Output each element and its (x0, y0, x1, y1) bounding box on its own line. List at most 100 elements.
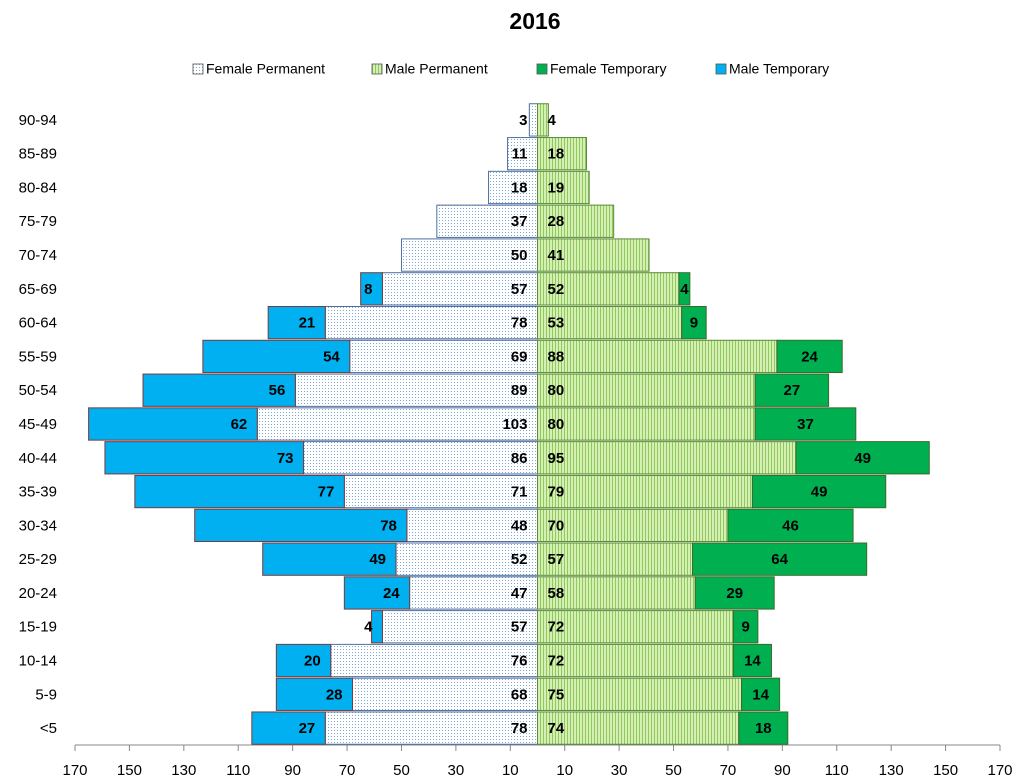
data-label: 28 (326, 686, 343, 703)
bar (537, 508, 729, 543)
data-label: 4 (364, 619, 373, 636)
y-tick-label: 20-24 (19, 585, 57, 602)
bar (732, 643, 772, 678)
data-label: 103 (502, 416, 527, 433)
x-tick-label: 50 (393, 762, 410, 779)
x-tick-label: 150 (933, 762, 958, 779)
data-label: 19 (548, 179, 565, 196)
bar (537, 576, 696, 610)
data-label: 41 (548, 247, 565, 264)
bar (142, 373, 296, 407)
data-label: 57 (511, 281, 528, 298)
data-label: 72 (548, 652, 565, 669)
bar (202, 339, 351, 374)
data-label: 72 (548, 619, 565, 636)
data-label: 56 (269, 382, 286, 399)
bar (267, 305, 326, 340)
data-label: 4 (548, 112, 557, 129)
bar (360, 272, 383, 306)
bar (400, 238, 538, 272)
bar (343, 576, 411, 610)
data-label: 4 (680, 281, 689, 298)
data-label: 49 (854, 450, 871, 467)
data-label: 46 (782, 517, 799, 534)
bar (395, 542, 538, 576)
bar (256, 407, 538, 441)
bar (754, 407, 857, 441)
bar (251, 711, 326, 745)
bar (352, 677, 538, 711)
data-label: 69 (511, 348, 528, 365)
data-label: 88 (548, 348, 565, 365)
bar (381, 610, 539, 644)
data-label: 9 (741, 619, 749, 636)
data-label: 11 (512, 146, 528, 163)
bar (537, 677, 743, 711)
data-label: 70 (548, 517, 565, 534)
x-tick-label: 90 (284, 762, 301, 779)
y-tick-label: 15-19 (19, 619, 57, 636)
data-label: 54 (323, 348, 340, 365)
bar (409, 576, 538, 610)
bar (134, 474, 345, 509)
bar (692, 542, 868, 576)
bar (537, 170, 590, 205)
data-label: 74 (548, 720, 565, 737)
bar (537, 643, 734, 678)
bar (294, 373, 538, 407)
data-label: 73 (277, 450, 294, 467)
data-label: 8 (364, 281, 372, 298)
bar (371, 610, 383, 644)
y-tick-label: 85-89 (19, 146, 57, 163)
data-label: 57 (511, 619, 528, 636)
bar (694, 576, 775, 610)
legend-swatch (371, 63, 383, 75)
data-label: 78 (511, 315, 528, 332)
bar (732, 610, 759, 644)
legend-swatch (536, 63, 548, 75)
data-label: 27 (784, 382, 801, 399)
x-tick-label: 30 (611, 762, 628, 779)
data-label: 21 (299, 315, 316, 332)
y-tick-label: 35-39 (19, 484, 57, 501)
data-label: 80 (548, 382, 565, 399)
legend-swatch (192, 63, 204, 75)
x-tick-label: 10 (502, 762, 519, 779)
data-label: 78 (380, 517, 397, 534)
data-label: 86 (511, 450, 528, 467)
bar (330, 643, 538, 678)
x-tick-label: 70 (339, 762, 356, 779)
y-tick-label: 60-64 (19, 315, 57, 332)
data-label: 28 (548, 213, 565, 230)
chart-title: 2016 (509, 8, 560, 34)
legend-label: Female Permanent (206, 61, 325, 77)
bar (795, 441, 930, 475)
x-tick-label: 70 (720, 762, 737, 779)
x-tick-label: 130 (879, 762, 904, 779)
y-tick-label: 90-94 (19, 112, 57, 129)
data-label: 62 (231, 416, 248, 433)
data-label: 68 (511, 686, 528, 703)
y-tick-label: 30-34 (19, 517, 57, 534)
x-tick-label: 130 (171, 762, 196, 779)
bar (349, 339, 538, 374)
data-label: 49 (369, 551, 386, 568)
data-label: 78 (511, 720, 528, 737)
bar (507, 137, 538, 171)
data-label: 76 (511, 652, 528, 669)
data-label: 14 (744, 652, 761, 669)
bar (436, 204, 538, 238)
bar (262, 542, 397, 576)
legend-swatch (715, 63, 727, 75)
data-label: 37 (511, 213, 528, 230)
bar (681, 305, 707, 340)
data-label: 14 (752, 686, 769, 703)
data-label: 20 (304, 652, 321, 669)
bar (537, 407, 756, 441)
data-label: 48 (511, 517, 528, 534)
data-label: 50 (511, 247, 528, 264)
bar (537, 711, 740, 745)
bar (537, 373, 756, 407)
data-label: 52 (548, 281, 565, 298)
bar (303, 441, 538, 475)
